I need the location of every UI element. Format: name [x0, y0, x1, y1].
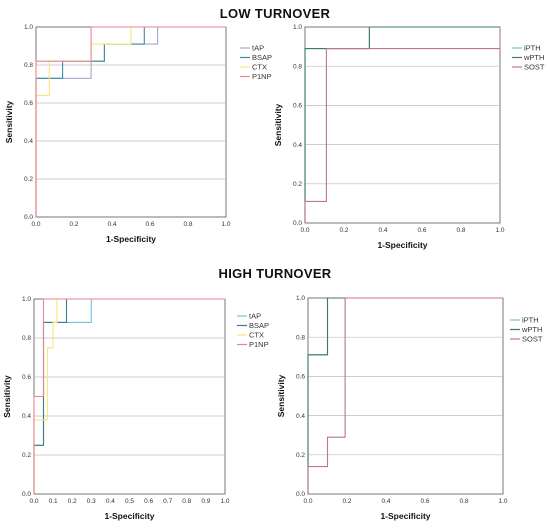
chart-bottom-right-xtick-label: 1.0 — [498, 498, 507, 505]
chart-top-left-xtick-label: 0.8 — [183, 221, 192, 228]
chart-top-right-ytick-label: 0.2 — [293, 181, 302, 188]
chart-bottom-left-legend-label: CTX — [249, 331, 264, 340]
chart-top-right-xtick-label: 0.4 — [378, 227, 387, 234]
chart-top-right-x-axis-label: 1-Specificity — [377, 240, 427, 250]
chart-top-right-ytick-label: 1.0 — [293, 24, 302, 31]
chart-top-left-plot-frame — [35, 26, 227, 218]
chart-bottom-left-ytick-label: 0.8 — [22, 335, 31, 342]
chart-bottom-left-ytick-label: 0.4 — [22, 413, 31, 420]
chart-bottom-left-ytick-label: 0.6 — [22, 374, 31, 381]
chart-bottom-left-legend-label: tAP — [249, 312, 261, 321]
chart-bottom-left-legend-label: BSAP — [249, 321, 269, 330]
section-title-low-turnover: LOW TURNOVER — [219, 6, 331, 21]
chart-top-left-xtick-label: 0.6 — [145, 221, 154, 228]
chart-bottom-right-series-sost-line — [307, 297, 503, 494]
chart-bottom-left-xtick-label: 0.5 — [125, 498, 134, 505]
chart-top-left-series-bsap-line — [35, 26, 226, 217]
chart-top-right-ytick-label: 0.4 — [293, 142, 302, 149]
chart-top-right-legend-label: SOST — [524, 63, 545, 72]
section-title-high-turnover: HIGH TURNOVER — [218, 266, 332, 281]
chart-bottom-left-series-p1np-line — [33, 298, 225, 494]
chart-bottom-right-legend-label: wPTH — [521, 325, 542, 334]
chart-bottom-left-legend-label: P1NP — [249, 340, 269, 349]
chart-bottom-left-series-ctx-line — [33, 298, 225, 494]
chart-top-right-xtick-label: 0.0 — [300, 227, 309, 234]
chart-bottom-right-ytick-label: 1.0 — [296, 295, 305, 302]
chart-top-left-y-axis-label: Sensitivity — [4, 100, 14, 143]
chart-top-right-ytick-label: 0.0 — [293, 220, 302, 227]
chart-bottom-left-x-axis-label: 1-Specificity — [104, 511, 154, 521]
chart-top-left-ytick-label: 0.4 — [24, 138, 33, 145]
chart-bottom-left-ytick-label: 1.0 — [22, 296, 31, 303]
chart-top-right-series-sost-line — [304, 27, 501, 223]
chart-top-left-legend-label: tAP — [252, 44, 264, 53]
chart-top-right-y-axis-label: Sensitivity — [273, 103, 283, 146]
chart-top-left-xtick-label: 0.4 — [107, 221, 116, 228]
chart-bottom-right-y-axis-label: Sensitivity — [276, 374, 286, 417]
chart-top-right-ytick-label: 0.8 — [293, 63, 302, 70]
chart-top-left-ytick-label: 0.2 — [24, 176, 33, 183]
chart-bottom-left-xtick-label: 0.1 — [49, 498, 58, 505]
chart-top-left-legend-label: CTX — [252, 63, 267, 72]
chart-bottom-left-plot-frame — [33, 298, 226, 495]
chart-bottom-right-legend-label: iPTH — [522, 316, 539, 325]
chart-bottom-left-y-axis-label: Sensitivity — [2, 375, 12, 418]
chart-top-left-series-p1np-line — [35, 26, 226, 217]
chart-bottom-left-ytick-label: 0.0 — [22, 491, 31, 498]
chart-top-left-legend-label: P1NP — [252, 72, 272, 81]
chart-bottom-left-xtick-label: 0.8 — [182, 498, 191, 505]
chart-top-left-ytick-label: 0.6 — [24, 100, 33, 107]
chart-top-right-legend-label: iPTH — [524, 44, 541, 53]
chart-top-left-x-axis-label: 1-Specificity — [106, 234, 156, 244]
chart-bottom-right-ytick-label: 0.0 — [296, 491, 305, 498]
chart-top-right-xtick-label: 0.6 — [417, 227, 426, 234]
chart-bottom-right-legend-label: SOST — [522, 335, 543, 344]
chart-bottom-left-xtick-label: 0.0 — [29, 498, 38, 505]
chart-bottom-right-ytick-label: 0.4 — [296, 413, 305, 420]
chart-top-left-xtick-label: 1.0 — [221, 221, 230, 228]
chart-bottom-left-xtick-label: 0.7 — [163, 498, 172, 505]
chart-top-right-xtick-label: 1.0 — [495, 227, 504, 234]
chart-bottom-left-xtick-label: 0.2 — [68, 498, 77, 505]
chart-bottom-right-x-axis-label: 1-Specificity — [380, 511, 430, 521]
chart-top-right-ytick-label: 0.6 — [293, 103, 302, 110]
chart-bottom-left-xtick-label: 0.3 — [87, 498, 96, 505]
chart-top-left-ytick-label: 0.0 — [24, 214, 33, 221]
chart-bottom-left-ytick-label: 0.2 — [22, 452, 31, 459]
chart-top-right-xtick-label: 0.8 — [456, 227, 465, 234]
chart-bottom-right-xtick-label: 0.0 — [303, 498, 312, 505]
chart-top-right-plot-frame — [304, 26, 501, 224]
chart-top-right-xtick-label: 0.2 — [339, 227, 348, 234]
chart-bottom-left-xtick-label: 0.9 — [201, 498, 210, 505]
chart-bottom-right-ytick-label: 0.8 — [296, 334, 305, 341]
chart-top-left-ytick-label: 1.0 — [24, 24, 33, 31]
chart-bottom-right-xtick-label: 0.6 — [420, 498, 429, 505]
chart-bottom-left-xtick-label: 1.0 — [220, 498, 229, 505]
chart-top-left-ytick-label: 0.8 — [24, 62, 33, 69]
chart-bottom-left-xtick-label: 0.4 — [106, 498, 115, 505]
chart-bottom-right-xtick-label: 0.8 — [459, 498, 468, 505]
chart-bottom-right-xtick-label: 0.4 — [381, 498, 390, 505]
chart-top-left-xtick-label: 0.2 — [69, 221, 78, 228]
chart-bottom-right-ytick-label: 0.2 — [296, 452, 305, 459]
chart-bottom-right-plot-frame — [307, 297, 504, 495]
chart-top-left-xtick-label: 0.0 — [31, 221, 40, 228]
chart-top-right-legend-label: wPTH — [523, 53, 544, 62]
chart-bottom-right-ytick-label: 0.6 — [296, 374, 305, 381]
chart-top-left-legend-label: BSAP — [252, 53, 272, 62]
chart-bottom-left-xtick-label: 0.6 — [144, 498, 153, 505]
chart-bottom-right-xtick-label: 0.2 — [342, 498, 351, 505]
